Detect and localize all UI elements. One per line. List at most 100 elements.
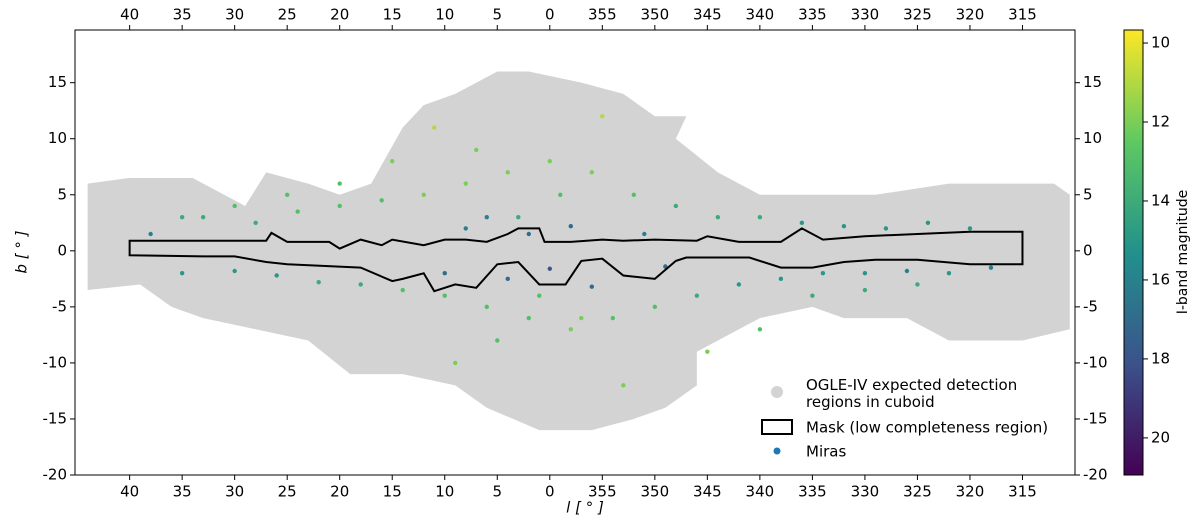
mira-point [925,220,931,225]
y-tick-label: 0 [1083,241,1093,259]
x-tick-label: 10 [435,6,454,24]
y-tick-label: 5 [1083,185,1093,203]
x-tick-label: 15 [383,6,402,24]
mira-point [862,287,868,293]
x-tick-label: 25 [278,6,297,24]
mira-point [474,147,479,153]
legend-text: Mask (low completeness region) [806,419,1048,437]
mira-point [295,209,300,214]
y-tick-label: -5 [1083,297,1098,315]
mira-point [442,293,447,298]
y-tick-label: -20 [1083,466,1108,484]
plot-frame [74,29,1076,476]
y-tick-label: -10 [1083,353,1108,371]
x-tick-label: 335 [798,483,827,501]
mira-point [663,264,668,269]
y-tick-label: -15 [43,409,68,427]
mira-point [915,282,920,287]
y-tick-label: 5 [57,185,67,203]
colorbar-tick-label: 20 [1151,428,1170,446]
mira-point [967,226,973,231]
mira-point [526,231,531,237]
x-tick-label: 325 [903,6,932,24]
mira-point [631,192,637,197]
colorbar-tick-label: 16 [1151,270,1170,288]
x-tick-label: 330 [851,6,880,24]
y-tick-label: 10 [1083,129,1102,147]
mira-point [799,220,805,225]
x-tick-label: 5 [492,483,502,501]
mira-point [337,203,342,209]
mira-point [284,192,290,197]
legend-text: OGLE-IV expected detection regions in cu… [806,377,1018,411]
x-tick-label: 0 [545,6,555,24]
mira-point [516,214,521,220]
legend-entry: OGLE-IV expected detection regions in cu… [806,377,1018,411]
x-tick-label: 350 [641,6,670,24]
mira-point [232,268,237,274]
x-tick-label: 0 [545,483,555,501]
mira-point [400,287,405,293]
x-tick-label: 30 [225,483,244,501]
mira-point [274,273,279,278]
mira-point [379,198,384,203]
x-tick-label: 35 [173,483,192,501]
mira-point [547,158,552,164]
y-tick-label: -5 [52,297,67,315]
mira-point [337,181,342,186]
mira-point [253,220,258,225]
mira-point [432,125,437,130]
mira-point [705,349,710,354]
legend-text: Miras [806,443,846,461]
x-tick-label: 20 [330,6,349,24]
mira-point [568,327,573,332]
x-axis-label: l [ ° ] [566,499,604,517]
mira-point [484,214,489,220]
mira-point [589,170,595,175]
mira-point [484,304,489,310]
legend: OGLE-IV expected detection regions in cu… [761,377,1048,461]
mira-point [547,266,552,271]
colorbar-label: I-band magnitude [1175,190,1191,315]
y-axis-label: b [ ° ] [13,230,31,273]
mira-point [316,280,321,285]
mira-point [988,265,994,270]
mira-point [463,226,468,231]
x-tick-label: 345 [693,6,722,24]
y-tick-label: -10 [43,353,68,371]
x-tick-label: 30 [225,6,244,24]
colorbar-tick-label: 14 [1151,191,1170,209]
mira-point [390,158,395,164]
mira-point [820,271,826,276]
mira-point [179,214,185,220]
y-tick-label: 15 [48,73,67,91]
y-tick-label: 15 [1083,73,1102,91]
mira-point [715,214,721,220]
x-tick-label: 340 [746,6,775,24]
mira-point [810,293,815,298]
mira-point [558,192,563,197]
mira-point [495,338,500,343]
mira-point [652,304,658,310]
mira-point [610,315,616,321]
legend-marker [773,447,781,455]
mira-point [841,223,847,229]
mira-point [778,276,784,282]
y-tick-label: 0 [57,241,67,259]
x-tick-label: 330 [851,483,880,501]
mira-point [736,282,742,287]
x-tick-label: 315 [1008,483,1037,501]
x-tick-label: 10 [435,483,454,501]
x-tick-label: 315 [1008,6,1037,24]
mira-point [453,360,458,366]
mira-point [862,271,868,276]
mira-point [537,293,542,298]
y-tick-label: -20 [43,466,68,484]
mira-point [694,293,700,298]
mira-point [463,181,468,186]
x-tick-label: 35 [173,6,192,24]
mira-point [883,226,889,231]
x-tick-label: 350 [641,483,670,501]
mira-point [442,271,447,276]
